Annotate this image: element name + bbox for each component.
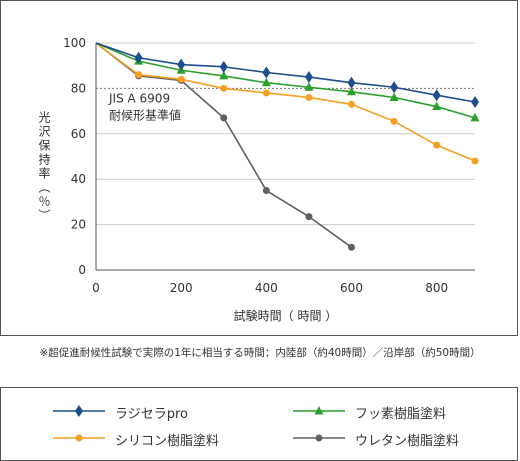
x-tick-label-600: 600 xyxy=(340,281,363,295)
series-3-point-6 xyxy=(348,243,356,251)
y-tick-label-0: 0 xyxy=(78,263,86,277)
x-tick-label-400: 400 xyxy=(255,281,278,295)
y-tick-label-20: 20 xyxy=(71,218,86,232)
x-tick-label-0: 0 xyxy=(92,281,100,295)
series-0-point-4 xyxy=(262,66,271,79)
legend-marker-shape xyxy=(314,406,324,415)
gloss-retention-chart: 0 20 40 60 80 100 0 200 400 600 800 JIS A 6909 耐候形基… xyxy=(37,36,480,323)
y-tick-label-60: 60 xyxy=(71,127,86,141)
series-line-2 xyxy=(95,42,476,162)
series-line-0 xyxy=(95,42,476,103)
series-1-point-3 xyxy=(219,70,229,80)
legend: ラジセラpro フッ素樹脂塗料 シリコン樹脂塗料 ウレタン樹脂塗料 xyxy=(0,387,518,461)
legend-marker-urethane xyxy=(293,434,345,442)
x-tick-label-200: 200 xyxy=(170,281,193,295)
legend-marker-silicone xyxy=(53,434,105,442)
series-1-point-9 xyxy=(470,112,480,122)
series-1-point-6 xyxy=(347,86,357,96)
series-1-point-5 xyxy=(304,82,314,91)
y-tick-label-40: 40 xyxy=(71,172,86,186)
legend-label-silicone: シリコン樹脂塗料 xyxy=(115,434,220,449)
series-1-point-4 xyxy=(261,77,271,87)
series-0-point-9 xyxy=(471,96,479,109)
series-0-point-8 xyxy=(432,89,441,102)
legend-label-urethane: ウレタン樹脂塗料 xyxy=(355,434,460,449)
series-0-point-1 xyxy=(134,51,143,64)
series-1-point-7 xyxy=(389,92,399,101)
legend-label-fluororesin: フッ素樹脂塗料 xyxy=(355,407,447,422)
series-2-point-4 xyxy=(262,89,270,97)
series-2-point-1 xyxy=(135,71,143,79)
series-3-point-3 xyxy=(220,114,228,122)
y-axis-title: 光沢保持率（％） xyxy=(37,111,51,223)
series-2-point-5 xyxy=(305,93,313,101)
legend-marker-shape xyxy=(315,434,323,442)
footnote: ※超促進耐候性試験で実際の1年に相当する時間：内陸部（約40時間）／沿岸部（約5… xyxy=(39,347,481,359)
legend-marker-fluororesin xyxy=(293,406,345,415)
x-axis-title: 試験時間（ 時間 ） xyxy=(234,308,338,323)
series-0-point-3 xyxy=(219,60,228,73)
legend-label-radicera-pro: ラジセラpro xyxy=(115,407,189,422)
series-2-point-9 xyxy=(471,157,479,165)
series-2-point-7 xyxy=(390,117,398,125)
series-0-point-2 xyxy=(177,58,186,71)
series-2-point-6 xyxy=(348,100,356,108)
series-line-1 xyxy=(95,42,476,119)
y-tick-label-80: 80 xyxy=(71,81,86,95)
series-0-point-5 xyxy=(304,71,313,84)
series-3-point-5 xyxy=(305,213,313,221)
series-3-point-4 xyxy=(262,187,270,195)
x-tick-label-800: 800 xyxy=(425,281,448,295)
series-2-point-8 xyxy=(433,141,441,149)
series-2-point-3 xyxy=(220,84,228,92)
reference-label-line2: 耐候形基準値 xyxy=(109,107,181,122)
chart-frame: 0 20 40 60 80 100 0 200 400 600 800 JIS A 6909 耐候形基… xyxy=(0,0,518,336)
series-0-point-6 xyxy=(347,76,356,89)
y-tick-label-100: 100 xyxy=(63,36,86,50)
series-0-point-7 xyxy=(390,81,399,94)
reference-label-line1: JIS A 6909 xyxy=(108,91,170,105)
series-1-point-8 xyxy=(432,101,442,111)
legend-marker-radicera-pro xyxy=(53,405,105,417)
series-2-point-2 xyxy=(177,75,185,83)
legend-marker-shape xyxy=(75,434,83,442)
legend-marker-shape xyxy=(75,405,83,417)
